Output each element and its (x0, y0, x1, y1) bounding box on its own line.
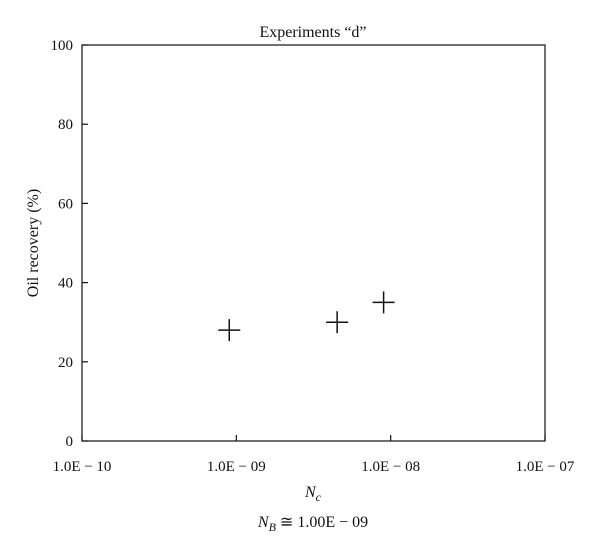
note-value: ≅ 1.00E − 09 (276, 514, 368, 531)
y-tick-label: 20 (58, 355, 73, 371)
y-tick-label: 40 (58, 276, 73, 292)
x-axis-label: Nc (304, 484, 322, 504)
x-tick-label: 1.0E − 07 (516, 459, 575, 475)
x-axis: 1.0E − 10 1.0E − 09 1.0E − 08 1.0E − 07 (53, 435, 575, 475)
x-axis-label-subscript: c (316, 490, 322, 504)
note-main: N (257, 514, 270, 531)
x-tick-label: 1.0E − 10 (53, 459, 112, 475)
y-axis-label: Oil recovery (%) (25, 189, 42, 297)
note-subscript: B (269, 520, 277, 534)
chart-title: Experiments “d” (259, 24, 366, 41)
y-tick-label: 0 (66, 434, 74, 450)
y-tick-label: 60 (58, 196, 73, 212)
x-axis-label-main: N (304, 484, 317, 501)
data-point-plus (372, 291, 395, 314)
data-point-plus (218, 319, 241, 342)
y-tick-label: 80 (58, 117, 73, 133)
x-tick-label: 1.0E − 09 (207, 459, 266, 475)
plot-area-frame (81, 44, 546, 442)
data-points (218, 291, 395, 342)
bond-number-note: NB ≅ 1.00E − 09 (257, 514, 368, 534)
data-point-plus (326, 311, 349, 334)
y-tick-label: 100 (51, 38, 74, 54)
x-tick-label: 1.0E − 08 (361, 459, 420, 475)
y-axis: 0 20 40 60 80 100 (51, 38, 88, 450)
